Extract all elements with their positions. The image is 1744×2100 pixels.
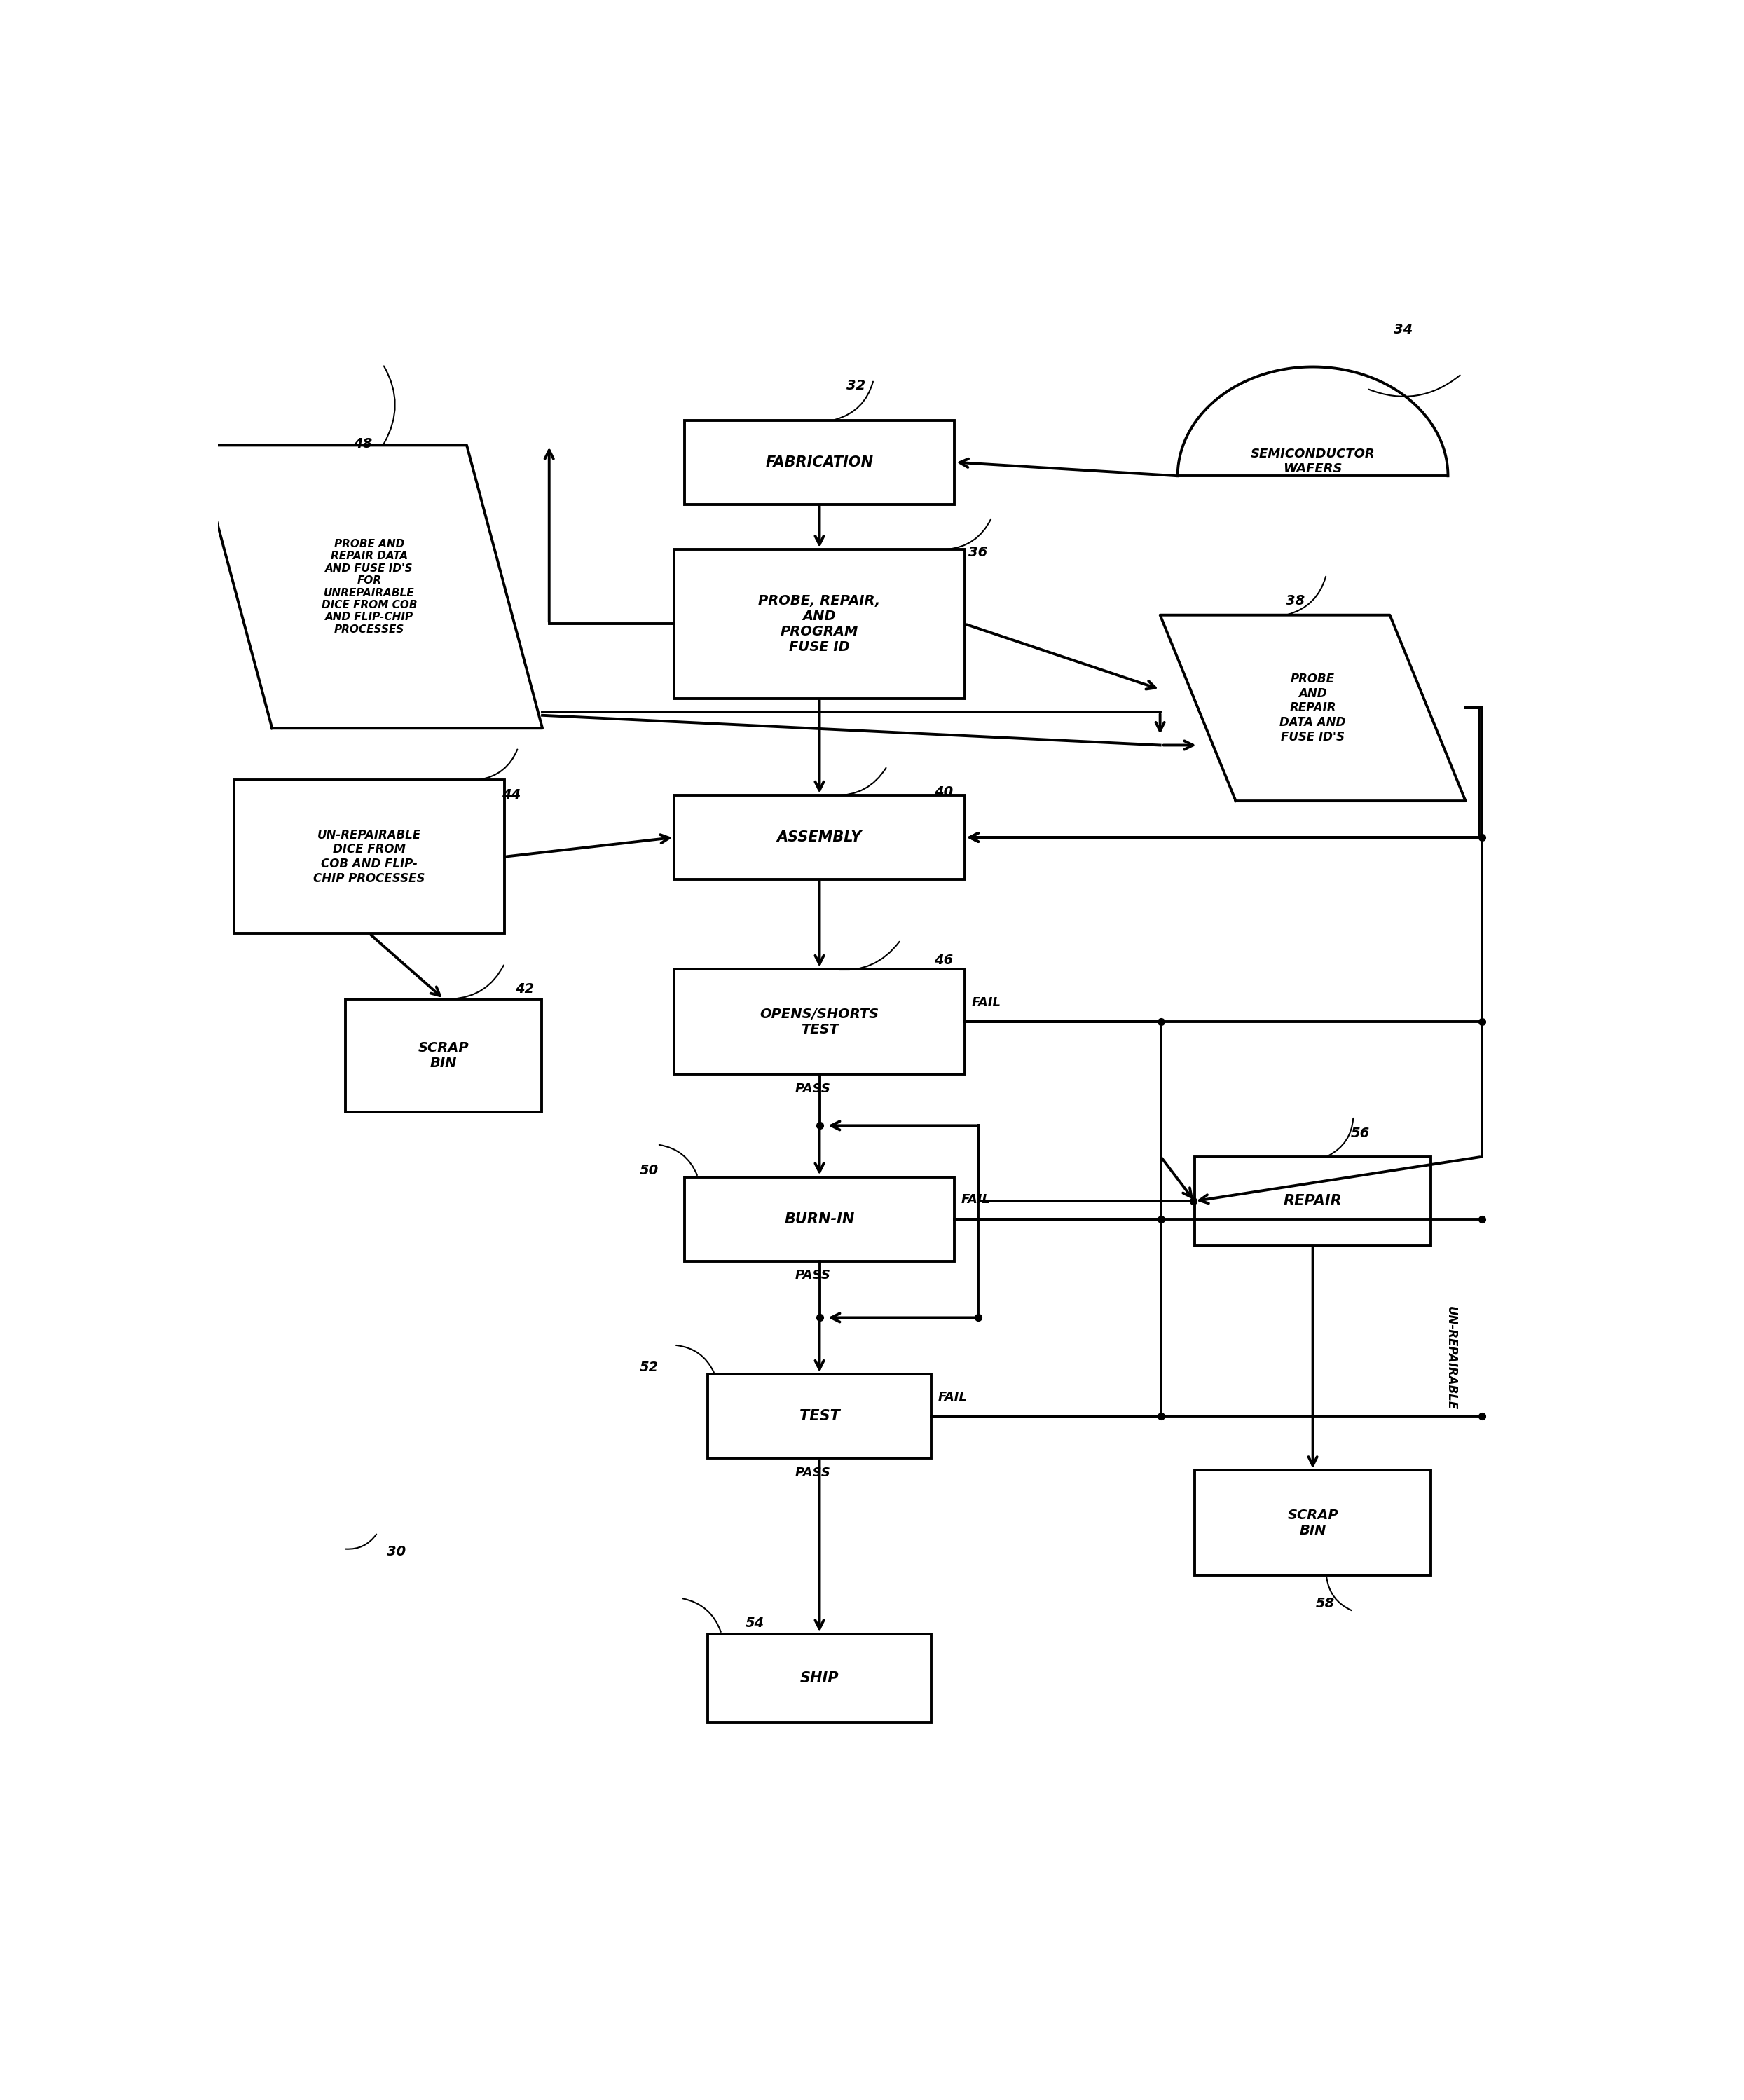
Text: UN-REPAIRABLE
DICE FROM
COB AND FLIP-
CHIP PROCESSES: UN-REPAIRABLE DICE FROM COB AND FLIP- CH…: [314, 830, 426, 884]
Bar: [684, 1176, 954, 1260]
Bar: [1195, 1157, 1432, 1245]
Text: PROBE
AND
REPAIR
DATA AND
FUSE ID'S: PROBE AND REPAIR DATA AND FUSE ID'S: [1280, 672, 1346, 743]
Bar: [675, 550, 964, 699]
Text: 38: 38: [1285, 594, 1305, 607]
Text: UN-REPAIRABLE: UN-REPAIRABLE: [1446, 1306, 1458, 1409]
Text: FAIL: FAIL: [938, 1390, 968, 1403]
Bar: [684, 420, 954, 504]
Text: TEST: TEST: [799, 1409, 839, 1424]
Text: PROBE AND
REPAIR DATA
AND FUSE ID'S
FOR
UNREPAIRABLE
DICE FROM COB
AND FLIP-CHIP: PROBE AND REPAIR DATA AND FUSE ID'S FOR …: [321, 540, 417, 634]
Bar: [708, 1373, 931, 1457]
Text: 34: 34: [1393, 323, 1413, 336]
Text: SEMICONDUCTOR
WAFERS: SEMICONDUCTOR WAFERS: [1250, 447, 1374, 475]
Text: PASS: PASS: [795, 1268, 830, 1281]
Bar: [1195, 1470, 1432, 1575]
Bar: [708, 1634, 931, 1722]
Text: PROBE, REPAIR,
AND
PROGRAM
FUSE ID: PROBE, REPAIR, AND PROGRAM FUSE ID: [759, 594, 881, 653]
Bar: [675, 968, 964, 1075]
Text: FAIL: FAIL: [961, 1193, 991, 1205]
Text: 46: 46: [935, 953, 954, 966]
Text: REPAIR: REPAIR: [1284, 1195, 1343, 1207]
Text: BURN-IN: BURN-IN: [785, 1212, 855, 1226]
Text: 56: 56: [1350, 1126, 1369, 1140]
Bar: [345, 1000, 542, 1113]
Polygon shape: [197, 445, 542, 729]
Text: SCRAP
BIN: SCRAP BIN: [1287, 1508, 1338, 1537]
Text: 44: 44: [502, 788, 521, 802]
Text: 30: 30: [387, 1546, 406, 1558]
Polygon shape: [1177, 368, 1448, 477]
Text: PASS: PASS: [795, 1082, 830, 1094]
Text: 50: 50: [640, 1163, 659, 1176]
Text: 54: 54: [745, 1617, 764, 1630]
Text: 36: 36: [968, 546, 987, 559]
Text: FAIL: FAIL: [971, 995, 1001, 1008]
Polygon shape: [1160, 615, 1465, 800]
Text: 48: 48: [352, 437, 371, 452]
Text: 58: 58: [1315, 1596, 1334, 1611]
Bar: [234, 779, 504, 934]
Text: 42: 42: [514, 983, 534, 995]
Text: OPENS/SHORTS
TEST: OPENS/SHORTS TEST: [760, 1008, 879, 1035]
Bar: [675, 796, 964, 880]
Text: ASSEMBLY: ASSEMBLY: [776, 830, 862, 844]
Text: 40: 40: [935, 785, 954, 798]
Text: FABRICATION: FABRICATION: [766, 456, 874, 468]
Text: SCRAP
BIN: SCRAP BIN: [419, 1042, 469, 1071]
Text: 52: 52: [640, 1361, 659, 1373]
Text: PASS: PASS: [795, 1466, 830, 1478]
Text: 32: 32: [846, 380, 865, 393]
Text: SHIP: SHIP: [800, 1672, 839, 1684]
